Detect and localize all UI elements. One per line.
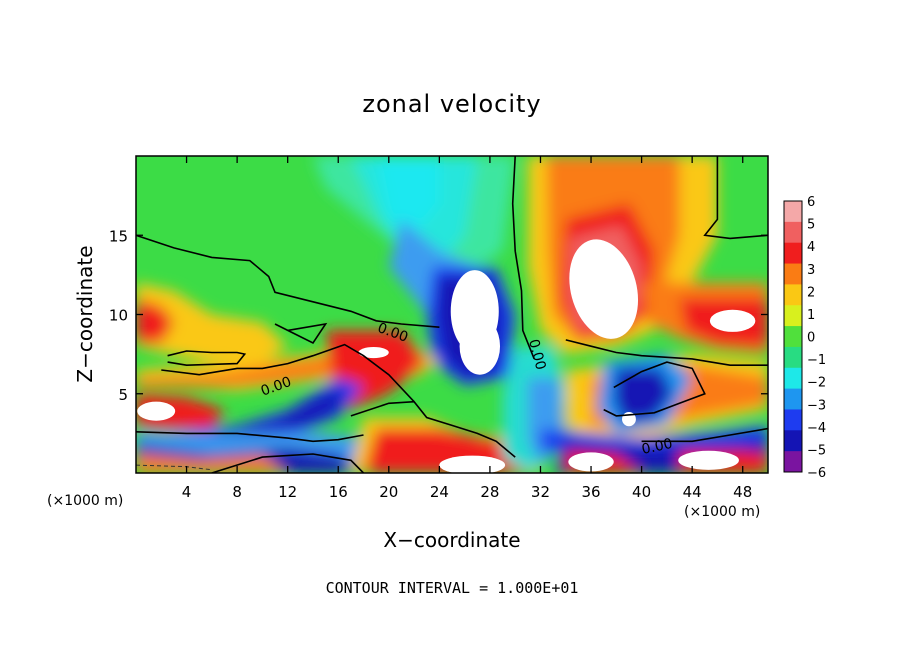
colorbar-segment [784, 346, 802, 369]
plot-area: 0.000.000.000.00 4 8 12 16 20 24 28 32 36 40 44 48 … [109, 155, 769, 501]
y-tick-label: 10 [109, 307, 128, 325]
x-tick-label: 40 [632, 483, 651, 501]
contour-line [211, 453, 365, 473]
contour-line [565, 339, 768, 366]
contour-line [136, 431, 364, 443]
colorbar-segment [784, 284, 802, 306]
y-axis-ticks: 5 10 15 [109, 227, 768, 404]
field-region [136, 454, 288, 473]
field-region [136, 282, 288, 363]
colorbar-label: 1 [807, 308, 815, 323]
x-axis-unit-right: (×1000 m) [684, 504, 760, 520]
colorbar-label: −1 [807, 353, 826, 368]
contour-line [167, 350, 247, 367]
x-tick-label: 12 [278, 483, 297, 501]
x-tick-label: 44 [683, 483, 702, 501]
y-axis-label: Z−coordinate [73, 245, 97, 382]
x-tick-label: 32 [531, 483, 550, 501]
contour-line [274, 322, 328, 345]
saturation-core [569, 239, 639, 339]
x-axis-label: X−coordinate [383, 528, 520, 552]
colorbar-label: −6 [807, 466, 826, 481]
x-axis-unit-left: (×1000 m) [47, 493, 123, 509]
colorbar-label: 4 [807, 240, 815, 255]
y-tick-label: 5 [118, 386, 128, 404]
contour-line [603, 361, 706, 417]
x-tick-label: 48 [733, 483, 752, 501]
contour-line [703, 156, 768, 240]
colorbar-label: 5 [807, 218, 815, 233]
colorbar-label: 0 [807, 331, 815, 346]
colorbar-label: 3 [807, 263, 815, 278]
saturation-core [137, 401, 176, 421]
contour-line [136, 234, 440, 328]
y-tick-label: 15 [109, 227, 128, 245]
field-region [613, 368, 674, 423]
x-tick-label: 28 [480, 483, 499, 501]
contour-line [641, 427, 768, 443]
field-region [376, 156, 440, 236]
saturation-core [358, 346, 389, 359]
contour-interval-note: CONTOUR INTERVAL = 1.000E+01 [326, 579, 579, 597]
colorbar-segment [784, 242, 802, 265]
colorbar-segment [784, 430, 802, 452]
x-tick-label: 16 [329, 483, 348, 501]
colorbar-label: 2 [807, 285, 815, 300]
saturation-core [459, 317, 501, 375]
colorbar-segment [784, 201, 802, 223]
saturation-core [439, 455, 506, 473]
saturation-core [709, 309, 756, 332]
x-axis-ticks: 4 8 12 16 20 24 28 32 36 40 44 48 [182, 156, 752, 501]
x-tick-label: 8 [232, 483, 242, 501]
x-tick-label: 4 [182, 483, 192, 501]
x-tick-label: 20 [379, 483, 398, 501]
contour-label: 0.00 [525, 338, 549, 372]
contour-line [350, 400, 516, 458]
field-region [211, 387, 345, 437]
field-region [161, 377, 364, 448]
colorbar-segment [784, 367, 802, 390]
contour-line [161, 343, 415, 403]
chart-title: zonal velocity [362, 90, 541, 118]
contour-line [511, 156, 535, 360]
saturation-core [678, 450, 739, 470]
contour-label: 0.00 [640, 436, 674, 458]
colorbar-segment [784, 263, 802, 285]
saturation-core [568, 452, 614, 472]
zero-contours [136, 156, 768, 473]
x-tick-label: 24 [430, 483, 449, 501]
colorbar-segment [784, 326, 802, 348]
colorbar-segment [784, 409, 802, 431]
colorbar-label: −3 [807, 398, 826, 413]
colorbar-segment [784, 388, 802, 410]
colorbar-label: −2 [807, 376, 826, 391]
colorbar: 6 5 4 3 2 1 0 −1 −2 −3 −4 −5 −6 [783, 195, 826, 481]
field-region [136, 298, 174, 343]
x-tick-label: 36 [581, 483, 600, 501]
colorbar-label: −4 [807, 421, 826, 436]
colorbar-segment [784, 451, 802, 473]
colorbar-label: −5 [807, 443, 826, 458]
colorbar-label: 6 [807, 195, 815, 210]
colorbar-frame [783, 200, 803, 473]
colorbar-segment [784, 221, 802, 244]
colorbar-segment [784, 305, 802, 327]
